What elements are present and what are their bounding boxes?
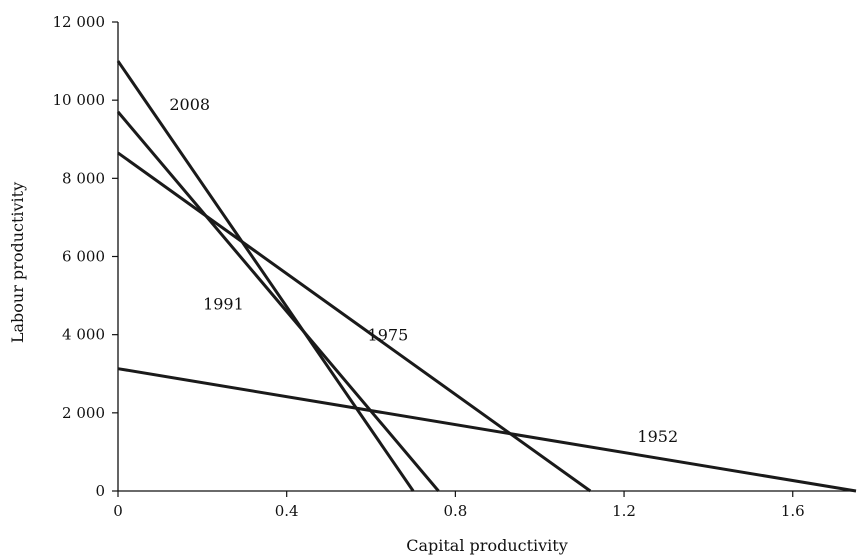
ticks: 0 2 000 4 000 6 000 8 000 10 000 12 000 0 0.4 0.8… [53, 13, 805, 520]
series-annotations: 2008 1991 1975 1952 [169, 95, 678, 446]
x-tick-label: 0 [113, 502, 123, 520]
y-tick-label: 0 [95, 482, 105, 500]
x-axis-title: Capital productivity [406, 536, 568, 555]
x-tick-label: 1.2 [612, 502, 636, 520]
series-label: 1952 [637, 427, 678, 446]
y-tick-label: 12 000 [53, 13, 106, 31]
y-tick-label: 10 000 [53, 91, 106, 109]
x-tick-label: 0.4 [275, 502, 299, 520]
series-label: 2008 [169, 95, 210, 114]
series-label: 1975 [368, 326, 409, 345]
y-tick-label: 2 000 [62, 404, 105, 422]
y-tick-label: 8 000 [62, 169, 105, 187]
y-tick-label: 4 000 [62, 326, 105, 344]
series-line-2008 [116, 60, 415, 492]
series-line-1952 [117, 367, 857, 493]
x-tick-label: 0.8 [443, 502, 467, 520]
axes [117, 22, 856, 492]
series-line-1975 [117, 151, 592, 493]
y-axis-title: Labour productivity [8, 182, 27, 343]
y-tick-label: 6 000 [62, 248, 105, 266]
series-line-1991 [116, 110, 440, 492]
series-lines [116, 60, 857, 493]
series-label: 1991 [203, 294, 244, 313]
x-tick-label: 1.6 [781, 502, 805, 520]
